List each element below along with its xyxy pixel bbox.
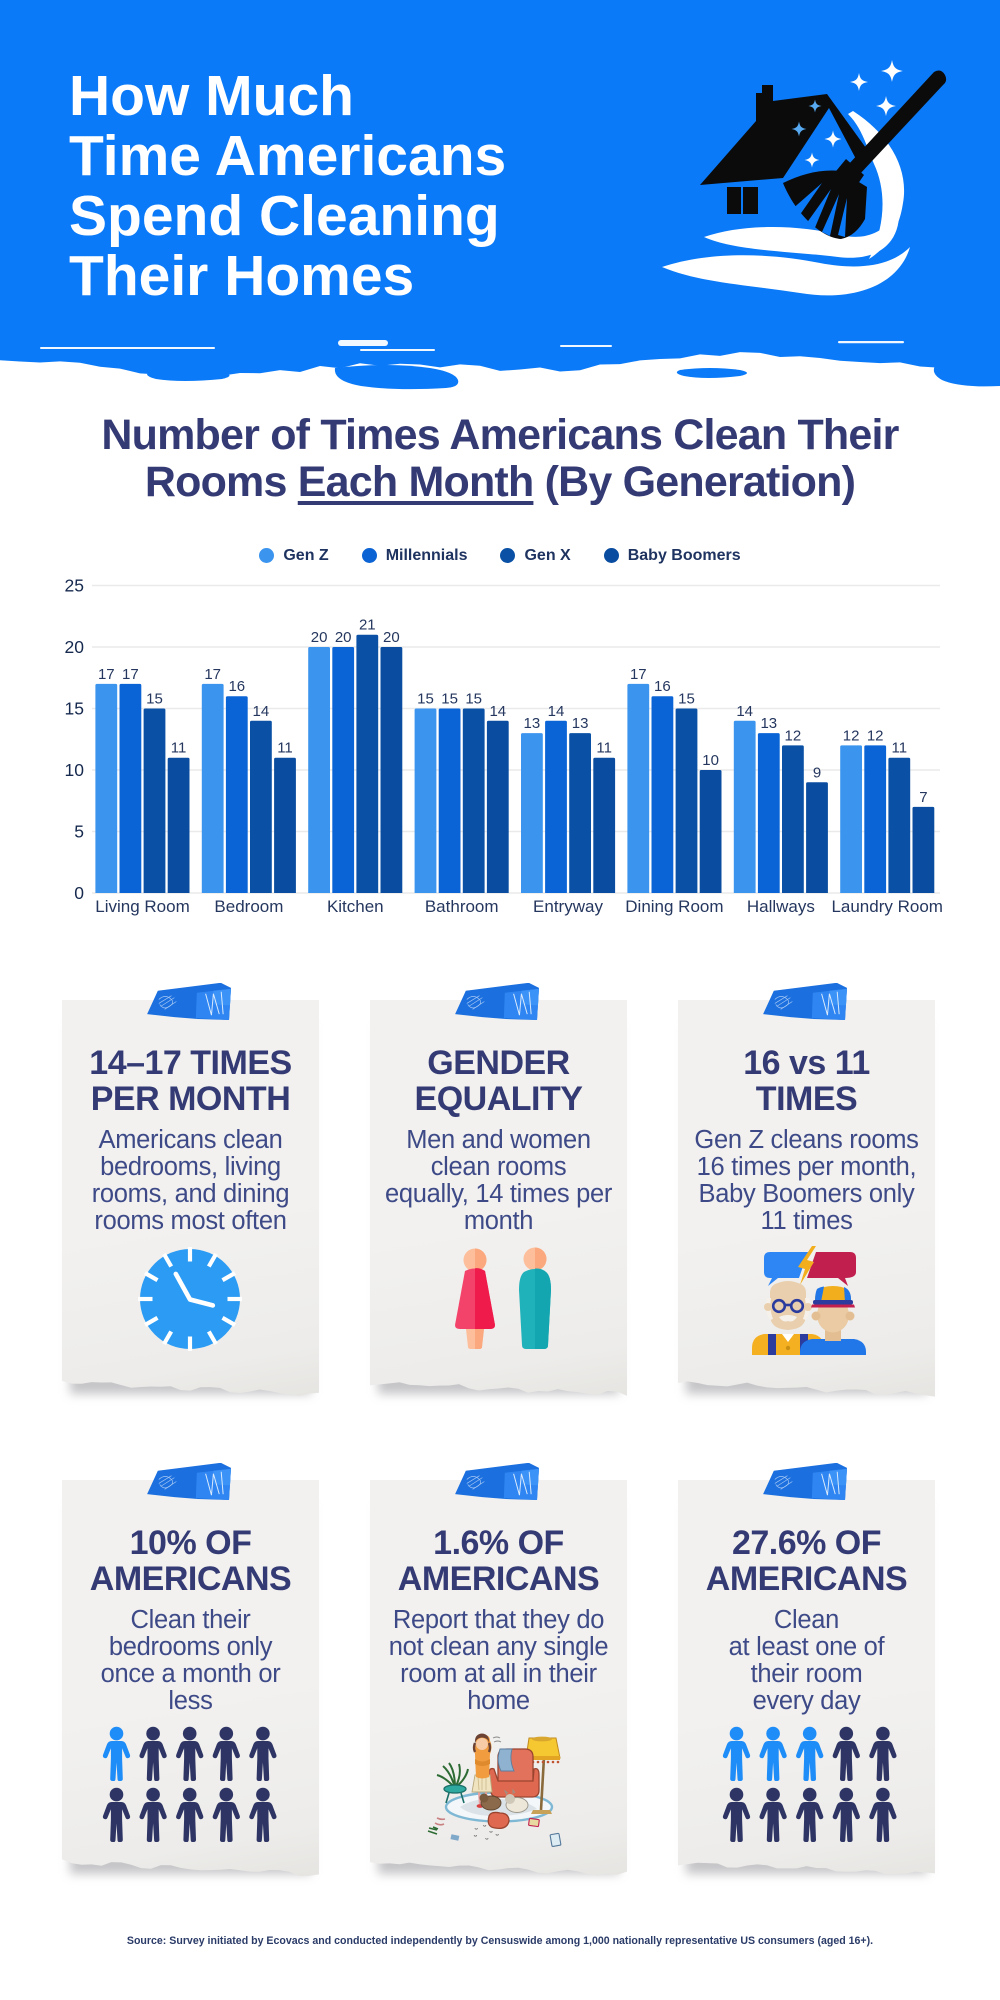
svg-text:14: 14 <box>736 703 753 720</box>
svg-text:13: 13 <box>524 715 541 732</box>
svg-text:Living Room: Living Room <box>95 897 190 916</box>
svg-text:16: 16 <box>654 678 671 695</box>
svg-text:14: 14 <box>253 703 270 720</box>
svg-text:Bedroom: Bedroom <box>214 897 283 916</box>
svg-text:12: 12 <box>867 727 884 744</box>
svg-text:25: 25 <box>65 576 84 596</box>
svg-text:12: 12 <box>785 727 802 744</box>
svg-text:Laundry Room: Laundry Room <box>831 897 943 916</box>
svg-text:Bathroom: Bathroom <box>425 897 499 916</box>
svg-text:9: 9 <box>813 764 821 781</box>
svg-text:20: 20 <box>65 637 85 657</box>
svg-text:11: 11 <box>892 740 908 757</box>
svg-text:13: 13 <box>572 715 589 732</box>
svg-text:15: 15 <box>146 691 163 708</box>
svg-text:21: 21 <box>359 617 376 634</box>
svg-text:17: 17 <box>204 666 221 683</box>
svg-text:17: 17 <box>630 666 647 683</box>
svg-text:5: 5 <box>74 822 84 842</box>
svg-text:0: 0 <box>74 883 84 903</box>
svg-text:20: 20 <box>383 629 400 646</box>
svg-text:15: 15 <box>417 691 434 708</box>
svg-text:Entryway: Entryway <box>533 897 603 916</box>
svg-text:17: 17 <box>98 666 115 683</box>
svg-text:11: 11 <box>277 740 293 757</box>
svg-text:11: 11 <box>596 740 612 757</box>
svg-text:10: 10 <box>65 760 85 780</box>
svg-text:10: 10 <box>702 752 719 769</box>
svg-text:15: 15 <box>441 691 458 708</box>
svg-text:Hallways: Hallways <box>747 897 815 916</box>
svg-text:17: 17 <box>122 666 139 683</box>
svg-text:20: 20 <box>311 629 328 646</box>
svg-text:15: 15 <box>65 699 84 719</box>
svg-text:14: 14 <box>489 703 506 720</box>
svg-text:Dining Room: Dining Room <box>625 897 723 916</box>
svg-text:12: 12 <box>843 727 860 744</box>
svg-text:15: 15 <box>678 691 695 708</box>
svg-text:Kitchen: Kitchen <box>327 897 384 916</box>
svg-text:13: 13 <box>760 715 777 732</box>
svg-text:7: 7 <box>919 789 927 806</box>
svg-text:14: 14 <box>548 703 565 720</box>
svg-text:20: 20 <box>335 629 352 646</box>
svg-text:15: 15 <box>465 691 482 708</box>
svg-text:11: 11 <box>171 740 187 757</box>
svg-text:16: 16 <box>228 678 245 695</box>
